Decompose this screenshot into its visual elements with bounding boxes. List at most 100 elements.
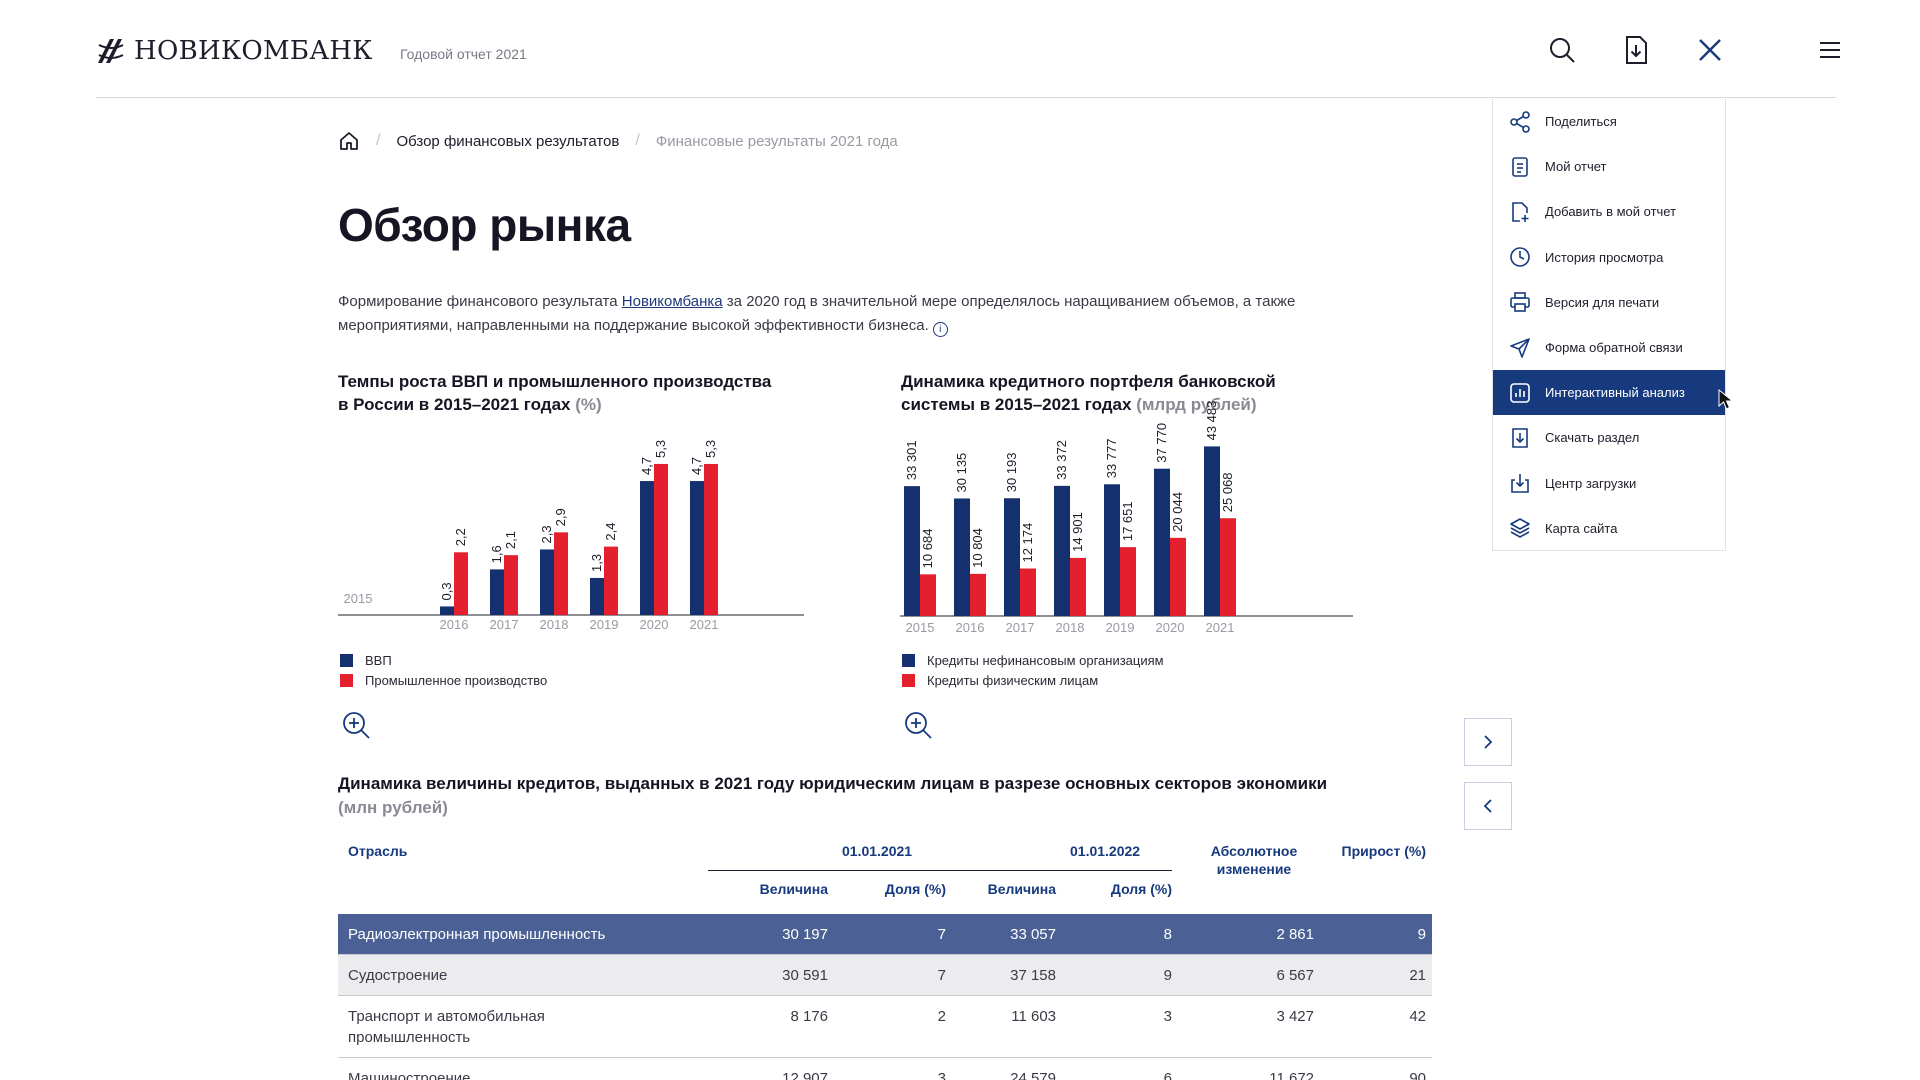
menu-item-download-center[interactable]: Центр загрузки	[1493, 461, 1725, 506]
bar-value-label: 1,6	[489, 545, 504, 563]
menu-item-history[interactable]: История просмотра	[1493, 235, 1725, 280]
bar-series1	[640, 481, 654, 615]
bar-value-label: 33 372	[1054, 440, 1069, 480]
cell-value-2022: 11 603	[1011, 1008, 1056, 1025]
home-icon[interactable]	[338, 130, 360, 152]
category-label: 2019	[1106, 620, 1135, 635]
bar-series2	[654, 463, 668, 615]
menu-item-label: Добавить в мой отчет	[1545, 204, 1677, 220]
share-icon	[1510, 110, 1530, 133]
bar-value-label: 30 135	[954, 453, 969, 493]
bar-series1	[954, 498, 970, 616]
table-title: Динамика величины кредитов, выданных в 2…	[338, 772, 1438, 820]
download-file-icon	[1626, 36, 1647, 64]
logo[interactable]: НОВИКОМБАНК	[96, 36, 373, 66]
menu-item-download-section[interactable]: Скачать раздел	[1493, 415, 1725, 460]
credit-chart-legend: Кредиты нефинансовым организациям Кредит…	[902, 650, 1164, 690]
search-button[interactable]	[1546, 34, 1578, 66]
chart-title-line1: Темпы роста ВВП и промышленного производ…	[338, 372, 772, 391]
header-value-2022: Величина	[987, 881, 1056, 897]
bar-series1	[1204, 446, 1220, 616]
logo-text: НОВИКОМБАНК	[134, 36, 373, 66]
cell-value-2021: 30 197	[782, 926, 828, 943]
zoom-in-icon[interactable]	[903, 710, 933, 740]
bar-value-label: 2,9	[553, 508, 568, 526]
legend-swatch	[902, 653, 915, 667]
info-icon[interactable]: i	[932, 322, 948, 337]
menu-item-feedback[interactable]: Форма обратной связи	[1493, 325, 1725, 370]
cell-growth: 21	[1409, 967, 1426, 984]
table-unit: (млн рублей)	[338, 798, 448, 817]
table-row[interactable]: Машиностроение 12 907 3 24 579 6 11 672 90	[338, 1058, 1432, 1080]
bar-series2	[504, 555, 518, 615]
menu-item-my-report[interactable]: Мой отчет	[1493, 144, 1725, 189]
menu-item-label: Поделиться	[1545, 114, 1617, 130]
page-title: Обзор рынка	[338, 199, 631, 251]
menu-item-label: Мой отчет	[1545, 159, 1607, 175]
chart-title-line2: системы в 2015–2021 годах	[901, 395, 1132, 414]
close-icon	[1699, 39, 1721, 61]
bar-series2	[920, 574, 936, 616]
category-label: 2016	[440, 617, 469, 632]
category-label: 2020	[1156, 620, 1185, 635]
gdp-bar-chart[interactable]: 2015 0,3 2,2 2016 1,62,1 2017 2,32,9 2018 1,3 2,4…	[338, 420, 808, 640]
zoom-in-icon[interactable]	[341, 710, 371, 740]
menu-item-sitemap[interactable]: Карта сайта	[1493, 506, 1725, 551]
bar-value-label: 2,3	[539, 525, 554, 543]
download-report-button[interactable]	[1620, 34, 1652, 66]
table-row[interactable]: Судостроение 30 591 7 37 158 9 6 567 21	[338, 955, 1432, 996]
bar-series2	[704, 463, 718, 615]
bar-value-label: 30 193	[1004, 452, 1019, 492]
cell-share-2022: 6	[1163, 1070, 1172, 1080]
gdp-chart-legend: ВВП Промышленное производство	[340, 650, 547, 690]
bar-value-label: 17 651	[1120, 501, 1135, 541]
document-icon	[1512, 156, 1528, 177]
next-page-button[interactable]	[1464, 718, 1512, 766]
menu-item-share[interactable]: Поделиться	[1493, 99, 1725, 144]
chart-title: Динамика кредитного портфеля банковской …	[901, 370, 1381, 416]
intro-text-end: за 2020 год в значительной мере определя…	[338, 293, 1296, 334]
cell-industry: Машиностроение	[348, 1070, 471, 1080]
report-label[interactable]: Годовой отчет 2021	[400, 46, 527, 62]
legend-item: Кредиты нефинансовым организациям	[902, 650, 1164, 670]
legend-item: ВВП	[340, 650, 547, 670]
cell-growth: 9	[1417, 926, 1426, 943]
menu-item-add-to-report[interactable]: Добавить в мой отчет	[1493, 189, 1725, 234]
breadcrumb-item-financial-overview[interactable]: Обзор финансовых результатов	[396, 132, 620, 150]
category-label: 2017	[490, 617, 519, 632]
burger-menu-button[interactable]	[1814, 34, 1846, 66]
category-label: 2018	[540, 617, 569, 632]
bar-series1	[1104, 484, 1120, 616]
credit-bar-chart[interactable]: 33 301 10 684 2015 30 135 10 804 2016 30 193 12…	[900, 401, 1360, 640]
mouse-cursor-icon	[1718, 388, 1734, 410]
prev-page-button[interactable]	[1464, 782, 1512, 830]
bar-value-label: 4,7	[689, 457, 704, 475]
legend-swatch	[340, 653, 353, 667]
cell-value-2022: 24 579	[1010, 1070, 1056, 1080]
table-row[interactable]: Транспорт и автомобильная промышленность 8…	[338, 996, 1432, 1058]
novikombank-link[interactable]: Новикомбанка	[621, 293, 723, 310]
menu-item-label: Карта сайта	[1545, 520, 1618, 536]
header-abs-change-line1: Абсолютное	[1210, 843, 1298, 859]
bar-value-label: 2,4	[603, 523, 618, 541]
header-share-2022: Доля (%)	[1110, 881, 1172, 897]
menu-item-interactive-analysis[interactable]: Интерактивный анализ	[1493, 370, 1725, 416]
bar-series2	[1070, 557, 1086, 616]
bar-value-label: 1,3	[589, 554, 604, 572]
bar-value-label: 5,3	[653, 440, 668, 458]
menu-item-print[interactable]: Версия для печати	[1493, 280, 1725, 325]
bar-value-label: 43 483	[1204, 401, 1219, 441]
header-share-2021: Доля (%)	[884, 881, 946, 897]
bar-series1	[590, 577, 604, 615]
close-menu-button[interactable]	[1694, 34, 1726, 66]
add-document-icon	[1512, 202, 1529, 222]
cell-share-2022: 8	[1163, 926, 1172, 943]
bar-series2	[454, 552, 468, 615]
bar-value-label: 10 684	[920, 529, 935, 569]
chevron-right-icon	[1484, 735, 1493, 749]
site-header: НОВИКОМБАНК Годовой отчет 2021	[96, 0, 1840, 98]
chart-unit: (млрд рублей)	[1136, 395, 1257, 414]
breadcrumb-separator: /	[376, 132, 381, 149]
cell-value-2021: 8 176	[790, 1008, 828, 1025]
table-row[interactable]: Радиоэлектронная промышленность 30 197 7 33…	[338, 914, 1432, 955]
